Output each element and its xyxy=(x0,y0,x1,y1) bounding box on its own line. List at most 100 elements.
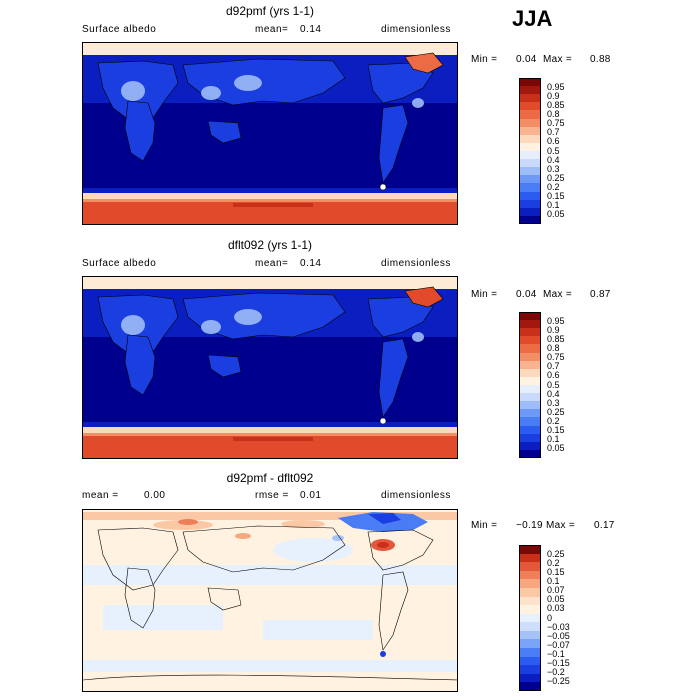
colorbar-tick-label: 0.15 xyxy=(547,191,565,202)
colorbar-tick-label: 0.75 xyxy=(547,118,565,129)
colorbar-tick-label: 0.2 xyxy=(547,557,560,568)
colorbar-swatch xyxy=(519,183,541,192)
panel-mid-map xyxy=(82,276,458,459)
panel-top-mean-label: mean= xyxy=(255,24,289,35)
panel-diff-title: d92pmf - dflt092 xyxy=(226,471,314,485)
colorbar-tick-label: 0.2 xyxy=(547,416,560,426)
colorbar-swatch xyxy=(519,673,541,683)
colorbar-swatch xyxy=(519,151,541,160)
panel-diff-max-value: 0.17 xyxy=(594,520,615,531)
panel-top-max-value: 0.88 xyxy=(590,54,611,65)
colorbar-tick-label: 0.1 xyxy=(547,200,560,211)
colorbar-swatch xyxy=(519,191,541,200)
colorbar-swatch xyxy=(519,167,541,176)
panel-top-variable-label: Surface albedo xyxy=(82,24,157,35)
colorbar-tick-label: 0.9 xyxy=(547,324,560,335)
colorbar-tick-label: 0.95 xyxy=(547,315,565,326)
colorbar-tick-label: 0.6 xyxy=(547,136,560,147)
season-label: JJA xyxy=(512,6,553,31)
colorbar-swatch xyxy=(519,579,541,588)
colorbar-swatch xyxy=(519,630,541,640)
panel-top-colorbar: 0.95 0.9 0.85 0.8 0.75 0.7 0.6 0.5 0.4 0.3 0.25 0.2… xyxy=(519,78,565,224)
colorbar-tick-label: −0.05 xyxy=(547,630,570,641)
panel-diff-map-svg xyxy=(83,510,457,691)
panel-mid-units: dimensionless xyxy=(381,258,451,269)
colorbar-tick-label: 0.07 xyxy=(547,585,565,596)
panel-mid-mean-label: mean= xyxy=(255,258,289,269)
colorbar-tick-label: 0.4 xyxy=(547,388,560,399)
colorbar-tick-label: 0.15 xyxy=(547,566,565,577)
colorbar-tick-label: 0.5 xyxy=(547,379,560,390)
colorbar-swatch xyxy=(519,417,541,426)
panel-diff-units: dimensionless xyxy=(381,490,451,501)
panel-diff-colorbar: 0.25 0.2 0.15 0.1 0.07 0.05 0.03 0 −0.03 −0.05 −0.… xyxy=(519,545,570,691)
panel-top-units: dimensionless xyxy=(381,24,451,35)
panel-mid-map-svg xyxy=(83,277,457,458)
colorbar-swatch xyxy=(519,385,541,394)
colorbar-tick-label: −0.15 xyxy=(547,658,570,669)
panel-top-map xyxy=(82,42,458,225)
colorbar-tick-label: −0.1 xyxy=(547,649,565,659)
colorbar-swatch xyxy=(519,368,541,377)
panel-top-min-value: 0.04 xyxy=(516,54,537,65)
colorbar-swatch xyxy=(519,553,541,563)
colorbar-swatch xyxy=(519,425,541,434)
colorbar-swatch xyxy=(519,78,541,87)
colorbar-tick-label: 0.85 xyxy=(547,99,565,110)
colorbar-swatch xyxy=(519,352,541,361)
colorbar-swatch xyxy=(519,344,541,353)
colorbar-tick-label: 0.7 xyxy=(547,361,560,372)
colorbar-tick-label: −0.03 xyxy=(547,621,570,632)
colorbar-swatch xyxy=(519,622,541,631)
colorbar-swatch xyxy=(519,441,541,450)
colorbar-swatch xyxy=(519,605,541,614)
panel-diff-max-label: Max = xyxy=(546,520,576,531)
panel-diff-map xyxy=(82,509,458,692)
colorbar-tick-label: 0.25 xyxy=(547,172,565,183)
panel-top-max-label: Max = xyxy=(543,54,573,65)
colorbar-swatch xyxy=(519,320,541,329)
colorbar-swatch xyxy=(519,665,541,674)
colorbar-swatch xyxy=(519,656,541,666)
colorbar-tick-label: −0.07 xyxy=(547,639,570,650)
colorbar-swatch xyxy=(519,401,541,410)
colorbar-swatch xyxy=(519,562,541,571)
colorbar-swatch xyxy=(519,360,541,369)
panel-mid-title: dflt092 (yrs 1-1) xyxy=(227,238,313,252)
colorbar-swatch xyxy=(519,639,541,649)
colorbar-tick-label: 0.9 xyxy=(547,90,560,101)
colorbar-swatch xyxy=(519,682,541,691)
colorbar-tick-label: 0.03 xyxy=(547,603,565,614)
colorbar-swatch xyxy=(519,596,541,606)
panel-mid-max-label: Max = xyxy=(543,289,573,300)
panel-mid-max-value: 0.87 xyxy=(590,289,611,300)
panel-diff-min-value: −0.19 xyxy=(516,520,543,531)
colorbar-tick-label: 0.3 xyxy=(547,163,560,174)
colorbar-tick-label: 0.5 xyxy=(547,145,560,156)
colorbar-tick-label: 0.7 xyxy=(547,127,560,138)
colorbar-tick-label: 0.05 xyxy=(547,443,565,454)
colorbar-swatch xyxy=(519,409,541,418)
colorbar-swatch xyxy=(519,336,541,345)
colorbar-swatch xyxy=(519,433,541,442)
colorbar-swatch xyxy=(519,102,541,111)
colorbar-tick-label: 0.2 xyxy=(547,182,560,192)
colorbar-tick-label: 0 xyxy=(547,612,553,623)
colorbar-swatch xyxy=(519,215,541,224)
colorbar-tick-label: 0.1 xyxy=(547,434,560,445)
colorbar-swatch xyxy=(519,613,541,623)
colorbar-swatch xyxy=(519,393,541,402)
colorbar-swatch xyxy=(519,570,541,580)
colorbar-swatch xyxy=(519,118,541,127)
colorbar-tick-label: 0.95 xyxy=(547,81,565,92)
colorbar-swatch xyxy=(519,449,541,458)
colorbar-swatch xyxy=(519,376,541,385)
colorbar-tick-label: 0.25 xyxy=(547,406,565,417)
panel-diff-mean-value: 0.00 xyxy=(144,490,166,501)
panel-top-mean-value: 0.14 xyxy=(300,24,322,35)
colorbar-tick-label: 0.05 xyxy=(547,594,565,605)
colorbar-tick-label: 0.85 xyxy=(547,333,565,344)
panel-mid-colorbar: 0.95 0.9 0.85 0.8 0.75 0.7 0.6 0.5 0.4 0.3 0.25 0.2… xyxy=(519,312,565,458)
colorbar-tick-label: 0.6 xyxy=(547,370,560,381)
colorbar-tick-label: −0.25 xyxy=(547,676,570,687)
